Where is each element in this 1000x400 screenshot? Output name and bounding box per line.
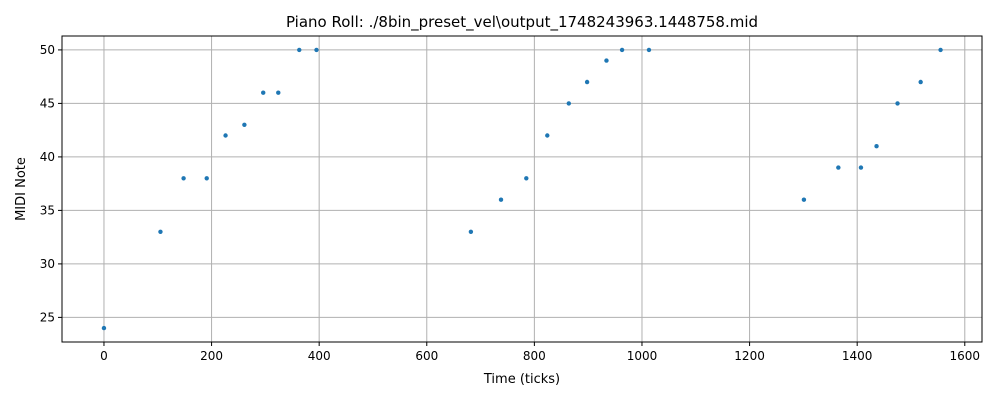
- note-point: [801, 197, 807, 202]
- y-tick-label: 25: [40, 310, 55, 324]
- note-point: [918, 79, 923, 85]
- chart-title: Piano Roll: ./8bin_preset_vel\output_174…: [286, 13, 758, 32]
- note-point: [498, 197, 504, 202]
- note-point: [604, 58, 609, 63]
- x-tick-label: 800: [523, 349, 546, 363]
- y-axis-label: MIDI Note: [14, 157, 29, 221]
- y-tick-label: 30: [40, 257, 55, 271]
- note-point: [895, 101, 900, 106]
- note-point: [314, 47, 319, 53]
- y-tick-label: 45: [40, 96, 55, 110]
- x-axis-label: Time (ticks): [483, 372, 560, 387]
- x-tick-label: 1600: [950, 349, 981, 363]
- note-point: [204, 176, 209, 181]
- plot-frame: [61, 35, 983, 343]
- y-tick-label: 35: [40, 203, 55, 217]
- x-tick-label: 200: [200, 349, 223, 363]
- note-point: [836, 165, 841, 170]
- x-tick-label: 1200: [734, 349, 765, 363]
- y-tick-label: 40: [40, 150, 55, 164]
- x-tick-label: 600: [415, 349, 438, 363]
- note-point: [938, 47, 943, 53]
- note-point: [524, 176, 529, 181]
- note-point: [468, 229, 474, 234]
- x-tick-label: 400: [308, 349, 331, 363]
- y-tick-label: 50: [40, 43, 55, 57]
- note-point: [566, 101, 572, 106]
- note-point: [646, 47, 652, 53]
- x-tick-label: 1400: [842, 349, 873, 363]
- note-point: [584, 79, 590, 85]
- grid-layer: [62, 36, 982, 342]
- note-point: [874, 144, 879, 149]
- note-point: [242, 122, 247, 128]
- note-point: [619, 47, 625, 53]
- note-point: [181, 176, 186, 181]
- x-tick-label: 0: [100, 349, 108, 363]
- x-tick-label: 1000: [627, 349, 658, 363]
- note-point: [158, 229, 163, 234]
- note-point: [261, 90, 266, 95]
- note-point: [297, 47, 302, 53]
- note-point: [858, 165, 864, 170]
- ticks-layer: 0 200 400 600 800 1000 1200 1400 1600 25 30 35 40 45 5…: [40, 43, 980, 363]
- points-layer: [101, 47, 943, 331]
- note-point: [101, 325, 107, 331]
- note-point: [223, 133, 228, 138]
- note-point: [545, 133, 550, 138]
- note-point: [276, 90, 281, 95]
